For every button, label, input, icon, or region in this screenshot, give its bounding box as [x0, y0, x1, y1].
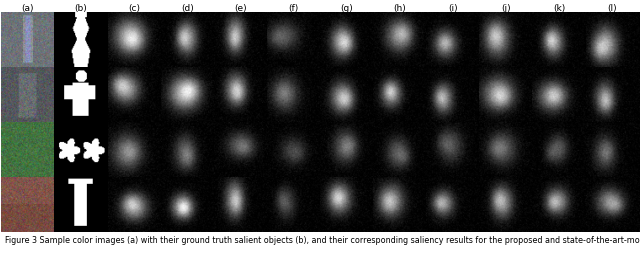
Text: (i): (i) [448, 4, 458, 13]
Text: (f): (f) [288, 4, 299, 13]
Text: (h): (h) [394, 4, 406, 13]
Text: (k): (k) [553, 4, 565, 13]
Text: (d): (d) [181, 4, 193, 13]
Text: (b): (b) [75, 4, 87, 13]
Text: (c): (c) [128, 4, 140, 13]
Text: (a): (a) [22, 4, 34, 13]
Text: Figure 3 Sample color images (a) with their ground truth salient objects (b), an: Figure 3 Sample color images (a) with th… [5, 236, 640, 245]
Text: (g): (g) [340, 4, 353, 13]
Text: (l): (l) [607, 4, 617, 13]
Text: (e): (e) [234, 4, 246, 13]
Text: (j): (j) [501, 4, 511, 13]
